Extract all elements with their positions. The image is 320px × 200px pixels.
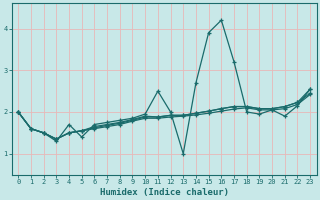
X-axis label: Humidex (Indice chaleur): Humidex (Indice chaleur) <box>100 188 229 197</box>
